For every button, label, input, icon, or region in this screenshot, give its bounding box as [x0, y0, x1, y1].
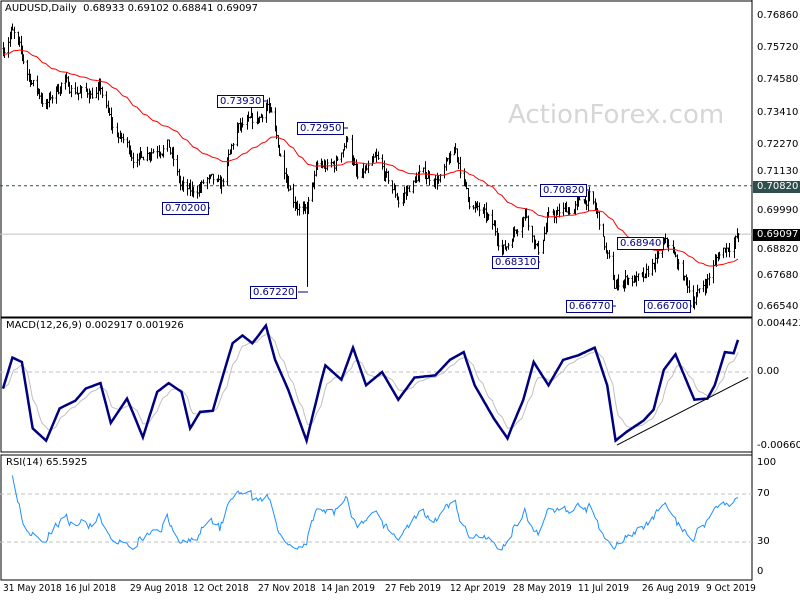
panel-frame: [0, 0, 753, 318]
annotation-high: 0.70820: [540, 184, 588, 197]
date-tick: 29 Aug 2018: [130, 583, 188, 594]
macd-tick: -0.006603: [757, 440, 800, 451]
annotation-high: 0.73930: [217, 95, 265, 108]
rsi-title: RSI(14) 65.5925: [6, 457, 88, 468]
annotation-low: 0.67220: [250, 286, 298, 299]
annotation-low: 0.70200: [162, 202, 210, 215]
price-tick: 0.69990: [757, 205, 799, 216]
price-tick: 0.66540: [757, 301, 799, 312]
date-tick: 14 Jan 2019: [321, 583, 375, 594]
macd-trendline: [616, 377, 749, 446]
date-tick: 12 Oct 2018: [193, 583, 249, 594]
annotation-low: 0.66770: [566, 300, 614, 313]
symbol-title: AUDUSD,Daily 0.68933 0.69102 0.68841 0.6…: [5, 3, 258, 14]
annotation-high: 0.68940: [617, 237, 665, 250]
annotation-low: 0.66700: [644, 300, 692, 313]
price-tick: 0.71130: [757, 166, 799, 177]
price-tick: 0.68820: [757, 244, 799, 255]
date-tick: 12 Apr 2019: [450, 583, 506, 594]
rsi-tick: 30: [757, 536, 770, 547]
annotation-low: 0.68310: [492, 256, 540, 269]
panel-frame: [0, 317, 753, 453]
price-tick: 0.73410: [757, 107, 799, 118]
macd-tick: 0.004423: [757, 318, 800, 329]
macd-line: [1, 322, 740, 445]
date-tick: 27 Nov 2018: [258, 583, 316, 594]
annotation-high: 0.72950: [297, 122, 345, 135]
ohlc-values: 0.68933 0.69102 0.68841 0.69097: [83, 3, 259, 14]
price-tick: 0.76860: [757, 10, 799, 21]
panel-frame: [0, 454, 753, 581]
last-price-label: 0.69097: [753, 229, 800, 241]
price-tick: 0.72270: [757, 139, 799, 150]
date-tick: 26 Aug 2019: [642, 583, 700, 594]
date-tick: 27 Feb 2019: [385, 583, 442, 594]
date-tick: 9 Oct 2019: [706, 583, 756, 594]
symbol-label: AUDUSD,Daily: [5, 3, 77, 14]
date-tick: 11 Jul 2019: [578, 583, 629, 594]
watermark: ActionForex.com: [508, 100, 725, 130]
date-tick: 16 Jul 2018: [65, 583, 116, 594]
price-tick: 0.74580: [757, 74, 799, 85]
macd-signal-line: [2, 333, 739, 431]
date-tick: 31 May 2018: [3, 583, 62, 594]
rsi-line: [11, 475, 739, 551]
rsi-tick: 100: [757, 457, 777, 468]
price-tick: 0.67680: [757, 270, 799, 281]
hline-price-label: 0.70820: [753, 181, 800, 193]
rsi-tick: 0: [757, 566, 764, 577]
date-tick: 28 May 2019: [513, 583, 572, 594]
moving-average-line: [3, 49, 739, 267]
macd-title: MACD(12,26,9) 0.002917 0.001926: [6, 320, 184, 331]
macd-tick: 0.00: [757, 366, 780, 377]
price-tick: 0.75720: [757, 42, 799, 53]
rsi-tick: 70: [757, 488, 770, 499]
